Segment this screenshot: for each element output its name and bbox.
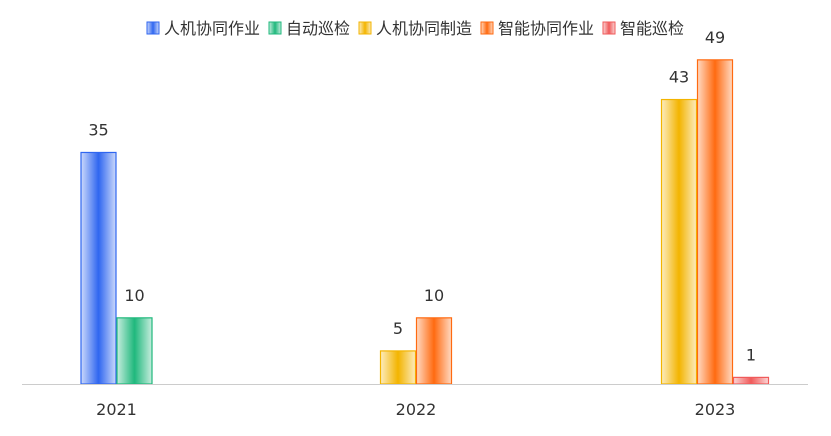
legend-swatch[interactable] bbox=[602, 21, 616, 35]
legend-label[interactable]: 自动巡检 bbox=[286, 19, 350, 38]
bar[interactable] bbox=[379, 350, 417, 385]
legend-label[interactable]: 人机协同制造 bbox=[376, 19, 472, 38]
data-label: 5 bbox=[393, 319, 403, 338]
data-label: 10 bbox=[124, 286, 144, 305]
data-label: 1 bbox=[746, 345, 756, 364]
data-label: 35 bbox=[88, 120, 108, 139]
data-label: 10 bbox=[424, 286, 444, 305]
bar[interactable] bbox=[415, 317, 453, 385]
legend-label[interactable]: 人机协同作业 bbox=[164, 19, 260, 38]
x-tick-label: 2023 bbox=[695, 400, 736, 419]
x-tick-label: 2022 bbox=[396, 400, 437, 419]
legend-swatch[interactable] bbox=[480, 21, 494, 35]
bar[interactable] bbox=[732, 376, 770, 385]
data-label: 49 bbox=[705, 28, 725, 47]
legend: 人机协同作业 自动巡检 人机协同制造 智能协同作业 智能巡检 bbox=[146, 19, 684, 38]
legend-swatch[interactable] bbox=[146, 21, 160, 35]
bars-layer: 35 10 5 10 43 49 1 bbox=[80, 28, 770, 385]
bar[interactable] bbox=[696, 59, 734, 385]
legend-label[interactable]: 智能协同作业 bbox=[498, 19, 594, 38]
data-label: 43 bbox=[669, 68, 689, 87]
bar[interactable] bbox=[116, 317, 153, 385]
x-tick-label: 2021 bbox=[96, 400, 137, 419]
x-axis-ticks: 2021 2022 2023 bbox=[96, 400, 735, 419]
legend-swatch[interactable] bbox=[268, 21, 282, 35]
legend-swatch[interactable] bbox=[358, 21, 372, 35]
legend-label[interactable]: 智能巡检 bbox=[620, 19, 684, 38]
bar[interactable] bbox=[80, 151, 117, 385]
bar[interactable] bbox=[660, 98, 698, 385]
